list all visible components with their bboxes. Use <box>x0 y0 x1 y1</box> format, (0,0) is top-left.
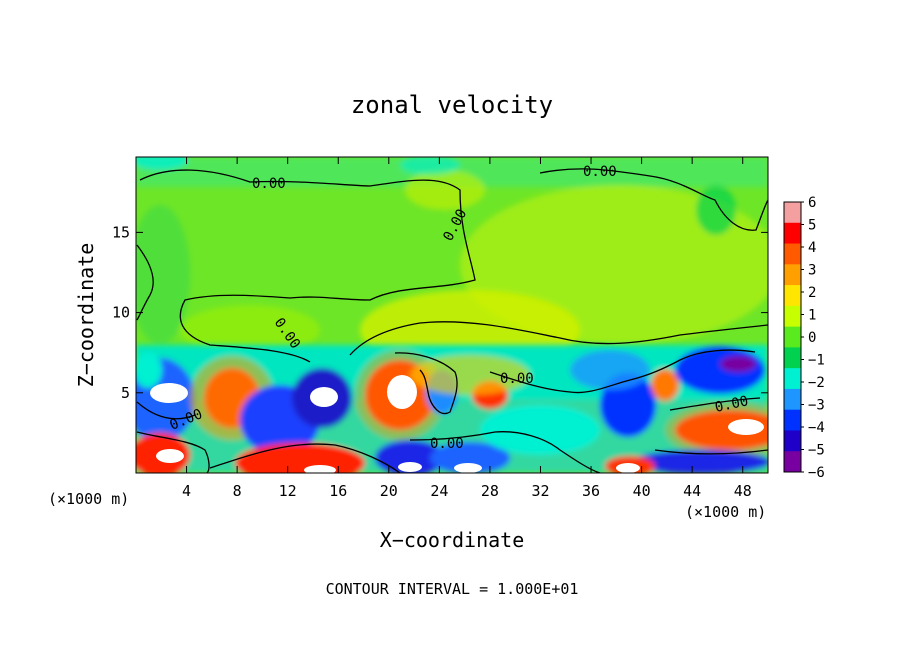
colorbar-swatch <box>784 347 801 369</box>
colorbar-label: 3 <box>808 263 816 279</box>
plot-frame <box>135 156 769 474</box>
chart-title: zonal velocity <box>351 91 553 119</box>
x-tick-label: 28 <box>481 482 499 500</box>
z-unit-label: (×1000 m) <box>48 490 129 508</box>
x-tick-label: 24 <box>430 482 448 500</box>
colorbar-label: −6 <box>808 465 825 481</box>
colorbar-swatch <box>784 243 801 265</box>
contour-label: 0.00 <box>430 436 464 452</box>
colorbar-swatch <box>784 222 801 245</box>
y-axis-ticks: 5 10 15 <box>112 223 768 402</box>
zero-contours <box>136 168 768 473</box>
field-cores <box>150 375 764 473</box>
colorbar-label: 2 <box>808 285 816 301</box>
colorbar-label: −2 <box>808 375 825 391</box>
y-tick-label: 5 <box>121 384 130 402</box>
x-unit-label: (×1000 m) <box>685 503 766 521</box>
colorbar-label: −5 <box>808 443 825 459</box>
colorbar-swatch <box>784 326 801 348</box>
x-tick-label: 32 <box>531 482 549 500</box>
contour-labels: 0.00 0.00 0.00 0.00 0.00 0.00 0.00 0.00 <box>168 164 750 452</box>
x-tick-label: 8 <box>233 482 242 500</box>
contour-label: 0.00 <box>583 164 617 180</box>
x-tick-label: 16 <box>329 482 347 500</box>
y-tick-label: 10 <box>112 304 130 322</box>
colorbar-label: 5 <box>808 218 816 234</box>
colorbar-label: −1 <box>808 353 825 369</box>
plot-area: 0.00 0.00 0.00 0.00 0.00 0.00 0.00 0.00 … <box>112 156 769 500</box>
colorbar-label: 4 <box>808 240 816 256</box>
x-tick-label: 36 <box>582 482 600 500</box>
x-tick-label: 20 <box>380 482 398 500</box>
contour-interval-note: CONTOUR INTERVAL = 1.000E+01 <box>326 580 579 598</box>
x-tick-label: 40 <box>633 482 651 500</box>
colorbar-swatch <box>784 451 801 473</box>
colorbar-label: 6 <box>808 195 816 211</box>
x-tick-label: 4 <box>182 482 191 500</box>
colorbar-label: 0 <box>808 330 816 346</box>
colorbar-label: −3 <box>808 398 825 414</box>
colorbar-swatch <box>784 264 801 286</box>
colorbar-swatch <box>784 305 801 328</box>
colorbar-label: −4 <box>808 420 825 436</box>
colorbar-swatch <box>784 388 801 411</box>
colorbar-swatch <box>784 202 801 224</box>
colorbar-swatch <box>784 430 801 452</box>
x-axis-ticks: 4 8 12 16 20 24 28 32 36 40 44 48 <box>182 157 752 500</box>
colorbar-swatch <box>784 368 801 390</box>
contour-label: 0.00 <box>252 176 286 192</box>
colorbar: 6 5 4 3 2 1 0 −1 −2 −3 −4 −5 −6 <box>783 195 825 481</box>
x-axis-label: X−coordinate <box>380 528 525 552</box>
y-axis-label: Z−coordinate <box>74 243 98 388</box>
colorbar-label: 1 <box>808 308 816 324</box>
field-shading <box>136 157 768 370</box>
y-tick-label: 15 <box>112 223 130 241</box>
x-tick-label: 44 <box>683 482 701 500</box>
x-tick-label: 12 <box>279 482 297 500</box>
contour-label: 0.00 <box>500 371 534 387</box>
x-tick-label: 48 <box>734 482 752 500</box>
contour-label: 0.00 <box>714 393 750 416</box>
colorbar-swatch <box>784 409 801 431</box>
colorbar-swatch <box>784 285 801 307</box>
